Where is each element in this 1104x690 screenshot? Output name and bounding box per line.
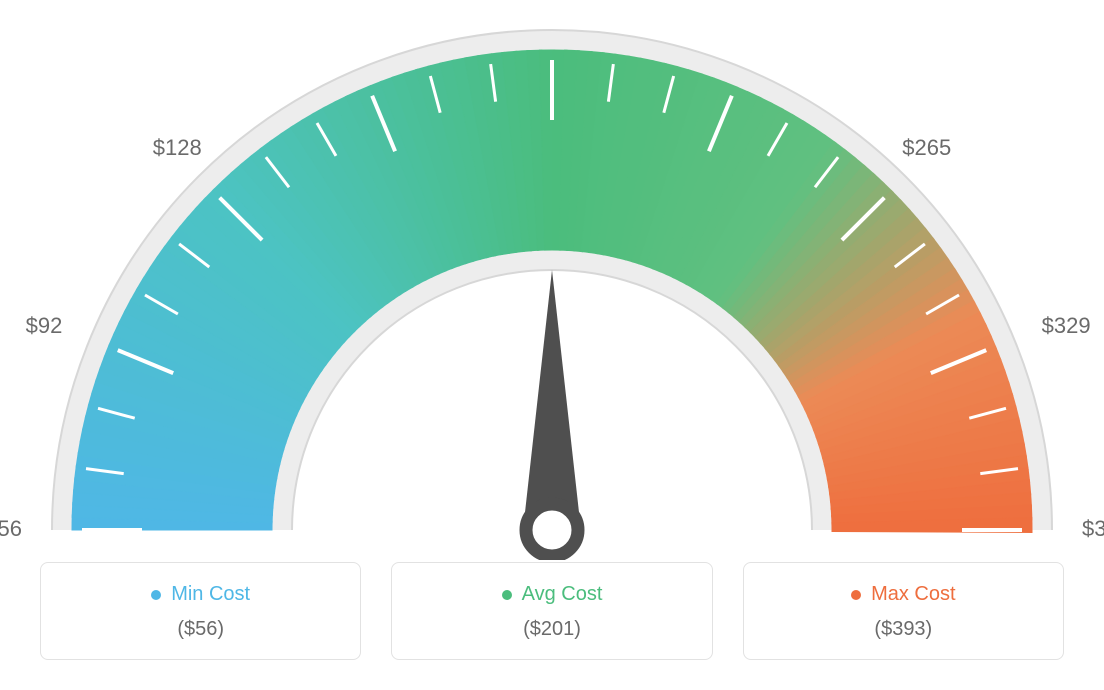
gauge-container: $56$92$128$201$265$329$393 [0,0,1104,560]
legend-value: ($201) [402,618,701,641]
gauge-tick-label: $265 [902,135,951,160]
gauge-tick-label: $128 [153,135,202,160]
legend-card: Min Cost ($56) [40,562,361,660]
legend-label: Avg Cost [522,583,603,606]
legend-dot-icon [502,590,512,600]
gauge-tick-label: $329 [1042,313,1091,338]
gauge-hub [526,504,578,556]
legend-value: ($393) [754,618,1053,641]
legend-card: Max Cost ($393) [743,562,1064,660]
legend-title: Max Cost [851,583,955,606]
legend-row: Min Cost ($56) Avg Cost ($201) Max Cost ($393… [40,562,1064,660]
legend-value: ($56) [51,618,350,641]
legend-dot-icon [851,590,861,600]
legend-title: Min Cost [151,583,250,606]
gauge-needle [522,270,581,535]
gauge-tick-label: $56 [0,516,22,541]
legend-title: Avg Cost [502,583,603,606]
gauge-tick-label: $92 [26,313,63,338]
legend-label: Min Cost [171,583,250,606]
legend-dot-icon [151,590,161,600]
legend-card: Avg Cost ($201) [391,562,712,660]
gauge-chart: $56$92$128$201$265$329$393 [0,0,1104,560]
gauge-tick-label: $393 [1082,516,1104,541]
legend-label: Max Cost [871,583,955,606]
